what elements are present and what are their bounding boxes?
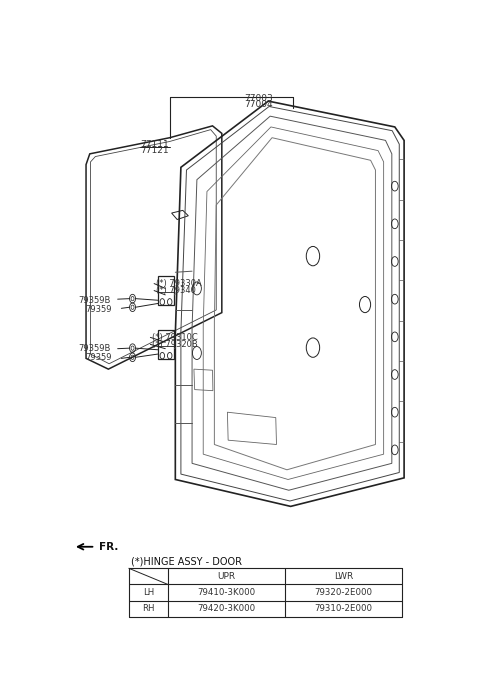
- Text: 79359: 79359: [85, 305, 112, 315]
- Text: FR.: FR.: [99, 542, 119, 552]
- Text: (*) 79320B: (*) 79320B: [152, 340, 198, 349]
- Text: LWR: LWR: [334, 572, 353, 581]
- Text: 79359B: 79359B: [78, 344, 110, 353]
- Text: 77003: 77003: [245, 94, 274, 103]
- Text: (*)HINGE ASSY - DOOR: (*)HINGE ASSY - DOOR: [131, 557, 242, 567]
- Text: (*) 79340: (*) 79340: [156, 286, 196, 295]
- Text: 79420-3K000: 79420-3K000: [197, 604, 255, 613]
- Text: 79359B: 79359B: [78, 296, 110, 305]
- Text: 77004: 77004: [245, 100, 273, 109]
- Text: 77121: 77121: [140, 145, 168, 154]
- Text: 79320-2E000: 79320-2E000: [315, 588, 372, 597]
- Bar: [158, 330, 174, 359]
- Text: 79359: 79359: [85, 353, 112, 362]
- Text: 79310-2E000: 79310-2E000: [315, 604, 372, 613]
- Text: 79410-3K000: 79410-3K000: [197, 588, 255, 597]
- Text: UPR: UPR: [217, 572, 236, 581]
- Text: 77111: 77111: [140, 140, 169, 149]
- Bar: [158, 276, 174, 305]
- Text: (*) 79330A: (*) 79330A: [156, 279, 202, 288]
- Text: LH: LH: [143, 588, 154, 597]
- Text: (*) 79310C: (*) 79310C: [152, 333, 198, 342]
- Text: RH: RH: [142, 604, 155, 613]
